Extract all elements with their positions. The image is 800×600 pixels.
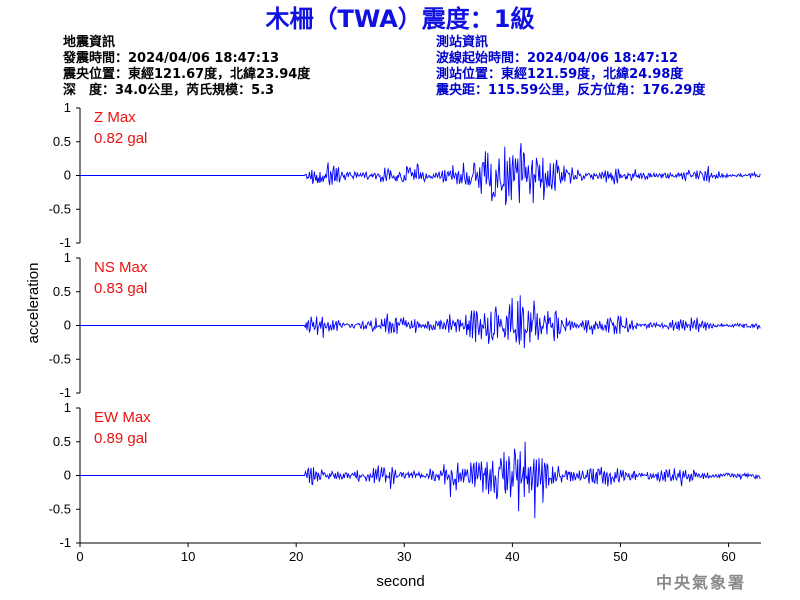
y-tick-label-Z: 0.5 xyxy=(53,134,71,149)
epicenter-location: 震央位置：東經121.67度，北緯23.94度 xyxy=(63,67,311,82)
y-tick-label-NS: 1 xyxy=(64,250,71,265)
y-tick-label-EW: 0.5 xyxy=(53,434,71,449)
max-value-EW: 0.89 gal xyxy=(94,430,147,447)
origin-time: 發震時間：2024/04/06 18:47:13 xyxy=(63,51,280,66)
earthquake-info: 地震資訊 發震時間：2024/04/06 18:47:13 震央位置：東經121… xyxy=(63,35,310,99)
y-axis-title: acceleration xyxy=(25,263,42,344)
max-label-EW: EW Max xyxy=(94,409,151,426)
y-tick-label-EW: -0.5 xyxy=(49,501,71,516)
station-position: 測站位置：東經121.59度，北緯24.98度 xyxy=(436,67,684,82)
y-tick-label-EW: 0 xyxy=(64,468,71,483)
x-tick-label: 10 xyxy=(181,549,195,564)
y-tick-label-Z: -1 xyxy=(59,235,71,250)
max-value-Z: 0.82 gal xyxy=(94,130,147,147)
waveform-trace-Z xyxy=(80,143,761,206)
max-label-Z: Z Max xyxy=(94,109,136,126)
y-tick-label-NS: 0.5 xyxy=(53,284,71,299)
waveform-trace-NS xyxy=(80,295,761,349)
depth-magnitude: 深 度：34.0公里，芮氏規模：5.3 xyxy=(63,83,275,98)
arrival-time: 波線起始時間：2024/04/06 18:47:12 xyxy=(436,51,679,66)
x-tick-label: 20 xyxy=(289,549,303,564)
y-tick-label-NS: -0.5 xyxy=(49,351,71,366)
chart-title: 木柵（TWA）震度：1級 xyxy=(265,5,535,33)
x-axis-title: second xyxy=(376,573,424,590)
distance-azimuth: 震央距：115.59公里，反方位角：176.29度 xyxy=(436,83,706,98)
agency-watermark: 中央氣象署 xyxy=(656,573,747,592)
max-label-NS: NS Max xyxy=(94,259,148,276)
x-tick-label: 40 xyxy=(505,549,519,564)
y-tick-label-Z: 0 xyxy=(64,168,71,183)
station-info-heading: 測站資訊 xyxy=(436,35,489,50)
y-tick-label-NS: 0 xyxy=(64,318,71,333)
station-info: 測站資訊 波線起始時間：2024/04/06 18:47:12 測站位置：東經1… xyxy=(436,35,705,99)
y-tick-label-Z: 1 xyxy=(64,100,71,115)
y-tick-label-EW: 1 xyxy=(64,400,71,415)
x-tick-label: 0 xyxy=(76,549,83,564)
max-value-NS: 0.83 gal xyxy=(94,280,147,297)
x-tick-label: 60 xyxy=(721,549,735,564)
y-tick-label-EW: -1 xyxy=(59,535,71,550)
y-tick-label-Z: -0.5 xyxy=(49,201,71,216)
waveform-trace-EW xyxy=(80,441,761,519)
earthquake-info-heading: 地震資訊 xyxy=(63,35,116,50)
y-tick-label-NS: -1 xyxy=(59,385,71,400)
x-tick-label: 30 xyxy=(397,549,411,564)
x-tick-label: 50 xyxy=(613,549,627,564)
